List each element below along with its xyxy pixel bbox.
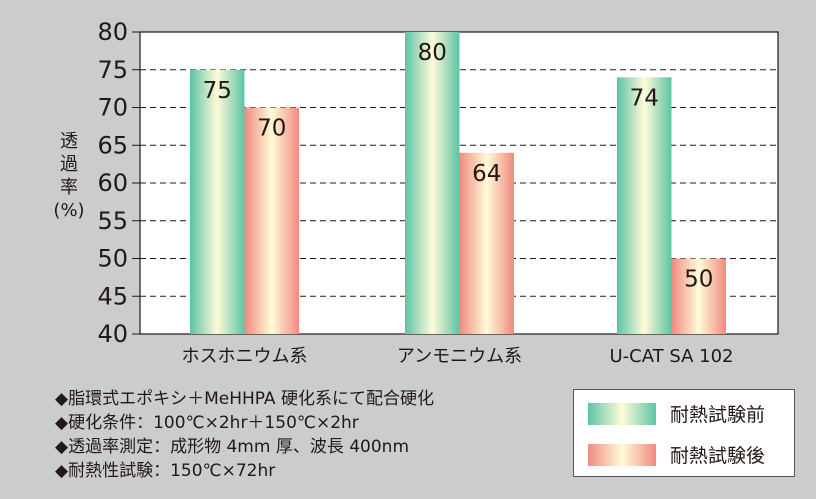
bar — [405, 32, 460, 334]
x-tick-label: U-CAT SA 102 — [609, 346, 733, 367]
y-axis-label-line: 率 — [60, 177, 78, 198]
data-label: 50 — [684, 267, 713, 293]
note-line: ◆耐熱性試験：150℃×72hr — [55, 461, 276, 481]
note-line: ◆硬化条件：100℃×2hr＋150℃×2hr — [55, 413, 359, 433]
bar-chart: 40 45 50 55 60 65 70 75 80 75 70 ホスホニウム系 80 64 アンモニウム系… — [97, 18, 779, 367]
bar — [671, 258, 726, 334]
note-line: ◆透過率測定：成形物 4mm 厚、波長 400nm — [55, 437, 410, 457]
y-axis-label: 透 過 率 (%) — [44, 130, 94, 222]
legend-item-before: 耐熱試験前 — [588, 400, 765, 427]
y-axis-label-line: 過 — [60, 154, 78, 175]
legend-swatch — [588, 402, 656, 425]
data-label: 80 — [418, 40, 447, 66]
y-tick-label: 40 — [97, 320, 128, 348]
bar — [459, 152, 514, 334]
bar — [190, 69, 245, 334]
data-label: 70 — [257, 116, 286, 142]
legend: 耐熱試験前 耐熱試験後 — [573, 389, 795, 477]
legend-label: 耐熱試験後 — [670, 445, 766, 467]
y-tick-label: 70 — [97, 94, 128, 122]
y-axis-label-line: 透 — [60, 131, 78, 152]
x-tick-label: ホスホニウム系 — [182, 346, 308, 367]
legend-swatch — [588, 443, 656, 466]
data-label: 74 — [630, 85, 659, 111]
data-label: 75 — [203, 78, 232, 104]
y-tick-label: 50 — [97, 245, 128, 273]
y-tick-label: 60 — [97, 169, 128, 197]
y-tick-label: 45 — [97, 282, 128, 310]
y-tick-label: 75 — [97, 56, 128, 84]
legend-label: 耐熱試験前 — [670, 404, 766, 426]
legend-item-after: 耐熱試験後 — [588, 441, 765, 468]
y-axis-label-line: (%) — [53, 200, 85, 221]
data-label: 64 — [472, 161, 501, 187]
note-line: ◆脂環式エポキシ＋MeHHPA 硬化系にて配合硬化 — [55, 389, 434, 409]
notes: ◆脂環式エポキシ＋MeHHPA 硬化系にて配合硬化 ◆硬化条件：100℃×2hr… — [55, 387, 434, 483]
x-tick-label: アンモニウム系 — [397, 346, 522, 367]
y-tick-label: 65 — [97, 131, 128, 159]
y-tick-label: 55 — [97, 207, 128, 235]
bar — [617, 77, 672, 335]
y-tick-label: 80 — [97, 18, 128, 46]
bar — [244, 107, 299, 334]
